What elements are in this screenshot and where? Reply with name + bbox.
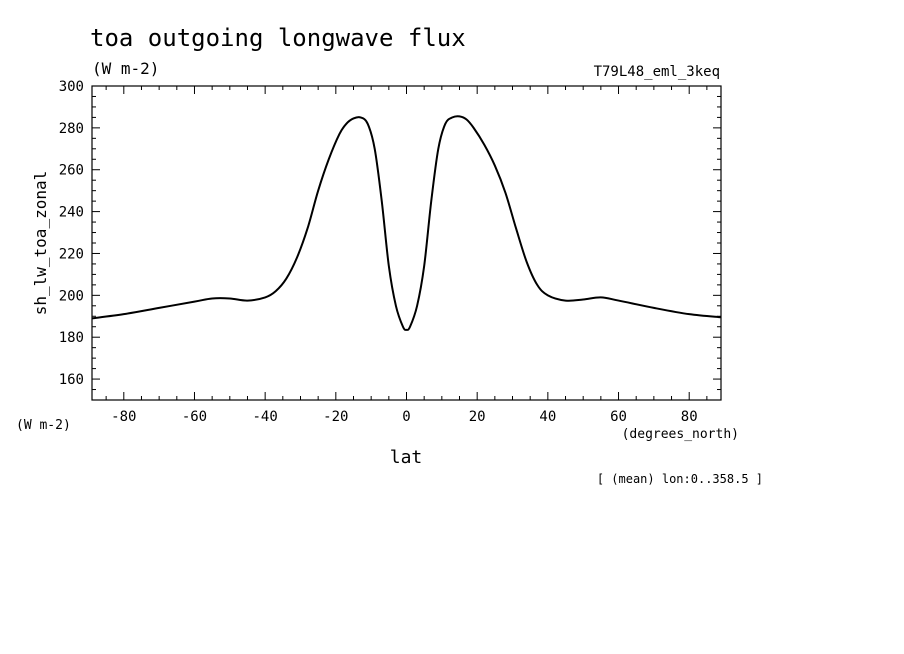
x-axis-label: lat — [390, 447, 423, 468]
y-tick-label: 180 — [59, 330, 84, 346]
x-tick-label: 40 — [539, 409, 556, 425]
x-tick-label: -60 — [182, 409, 207, 425]
y-tick-label: 280 — [59, 121, 84, 137]
y-tick-label: 200 — [59, 288, 84, 304]
y-axis-ticks: 160 180 200 220 240 260 280 300 — [59, 79, 721, 401]
y-tick-label: 220 — [59, 246, 84, 262]
x-units-label: (degrees_north) — [622, 427, 739, 442]
y-tick-label: 160 — [59, 372, 84, 388]
x-tick-label: 0 — [402, 409, 410, 425]
x-axis-ticks: -80 -60 -40 -20 0 20 40 60 80 — [105, 86, 708, 425]
y-tick-label: 240 — [59, 205, 84, 221]
y-tick-label: 300 — [59, 79, 84, 95]
footnote: [ (mean) lon:0..358.5 ] — [597, 472, 763, 486]
plot-frame — [91, 85, 722, 401]
y-units-label: (W m-2) — [16, 418, 71, 433]
x-tick-label: -40 — [253, 409, 278, 425]
x-tick-label: 80 — [681, 409, 698, 425]
experiment-label: T79L48_eml_3keq — [594, 64, 720, 80]
x-tick-label: -80 — [111, 409, 136, 425]
y-axis-label: sh_lw_toa_zonal — [31, 171, 50, 316]
x-tick-label: 60 — [610, 409, 627, 425]
series-layer — [91, 115, 722, 331]
chart-title: toa outgoing longwave flux — [90, 24, 466, 52]
y-tick-label: 260 — [59, 163, 84, 179]
x-tick-label: -20 — [323, 409, 348, 425]
chart-subtitle: (W m-2) — [92, 59, 159, 78]
x-tick-label: 20 — [469, 409, 486, 425]
series-line — [91, 115, 722, 331]
